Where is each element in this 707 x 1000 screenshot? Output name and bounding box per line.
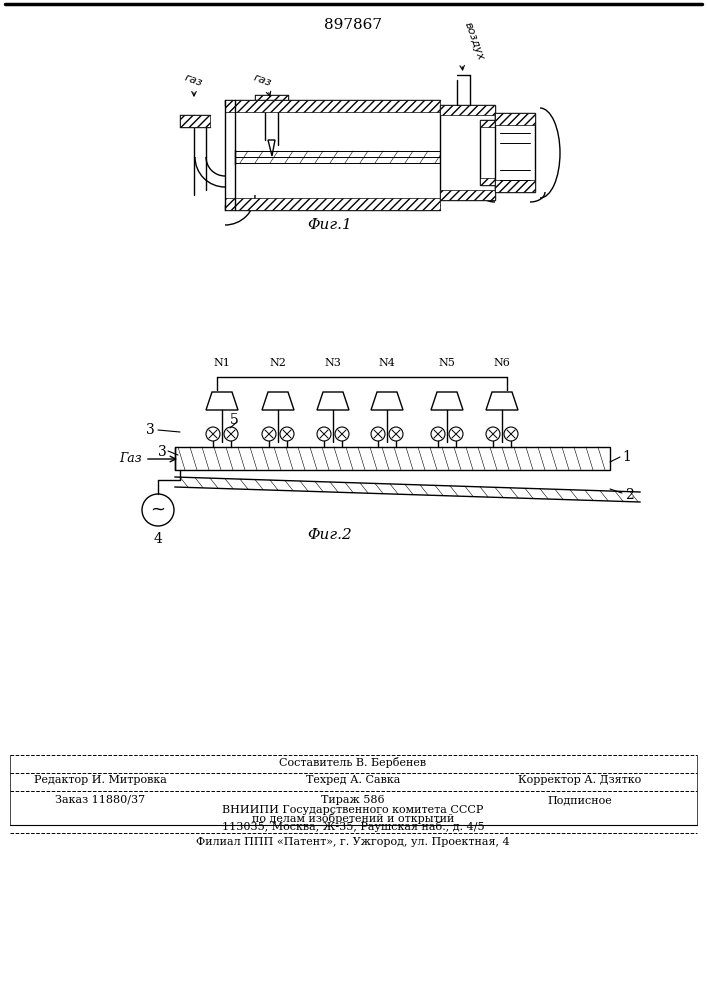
Text: Φиг.2: Φиг.2: [308, 528, 352, 542]
Text: воздух: воздух: [463, 21, 486, 62]
Bar: [480, 178, 500, 185]
Text: N4: N4: [378, 358, 395, 368]
Text: 5: 5: [230, 413, 239, 427]
Text: Заказ 11880/37: Заказ 11880/37: [55, 795, 145, 805]
Text: Составитель В. Бербенев: Составитель В. Бербенев: [279, 756, 426, 768]
Bar: [480, 120, 500, 127]
Polygon shape: [317, 392, 349, 410]
Polygon shape: [262, 392, 294, 410]
Text: 3: 3: [158, 445, 167, 459]
Text: 3: 3: [146, 423, 155, 437]
Bar: [495, 113, 535, 125]
Bar: [225, 198, 440, 210]
Text: Корректор А. Дзятко: Корректор А. Дзятко: [518, 775, 642, 785]
Text: по делам изобретений и открытий: по делам изобретений и открытий: [252, 812, 454, 824]
Bar: [495, 113, 535, 192]
Polygon shape: [206, 392, 238, 410]
Text: N5: N5: [438, 358, 455, 368]
Text: газ: газ: [182, 72, 204, 88]
Text: N1: N1: [214, 358, 230, 368]
Bar: [440, 190, 495, 200]
Text: 897867: 897867: [324, 18, 382, 32]
Bar: [225, 100, 440, 112]
Text: Φиг.1: Φиг.1: [308, 218, 352, 232]
Bar: [480, 120, 500, 185]
Text: Подписное: Подписное: [548, 795, 612, 805]
Text: ВНИИПИ Государственного комитета СССР: ВНИИПИ Государственного комитета СССР: [222, 805, 484, 815]
Text: Газ: Газ: [119, 452, 142, 466]
Text: Тираж 586: Тираж 586: [321, 795, 385, 805]
Text: 4: 4: [153, 532, 163, 546]
Polygon shape: [371, 392, 403, 410]
Text: 1: 1: [622, 450, 631, 464]
Bar: [255, 95, 288, 105]
Polygon shape: [268, 140, 275, 156]
Bar: [440, 105, 495, 200]
Text: Редактор И. Митровка: Редактор И. Митровка: [33, 775, 166, 785]
Polygon shape: [486, 392, 518, 410]
Bar: [180, 115, 210, 127]
Text: Техред А. Савка: Техред А. Савка: [306, 775, 400, 785]
Polygon shape: [431, 392, 463, 410]
Text: N6: N6: [493, 358, 510, 368]
Bar: [440, 105, 495, 115]
Text: Филиал ППП «Патент», г. Ужгород, ул. Проектная, 4: Филиал ППП «Патент», г. Ужгород, ул. Про…: [196, 837, 510, 847]
Text: ~: ~: [151, 501, 165, 519]
Text: N2: N2: [269, 358, 286, 368]
Text: 113035, Москва, Ж-35, Раушская наб., д. 4/5: 113035, Москва, Ж-35, Раушская наб., д. …: [222, 820, 484, 832]
Text: N3: N3: [325, 358, 341, 368]
Text: 2: 2: [625, 488, 633, 502]
Bar: [495, 180, 535, 192]
Bar: [175, 447, 610, 470]
Text: газ: газ: [252, 72, 272, 88]
